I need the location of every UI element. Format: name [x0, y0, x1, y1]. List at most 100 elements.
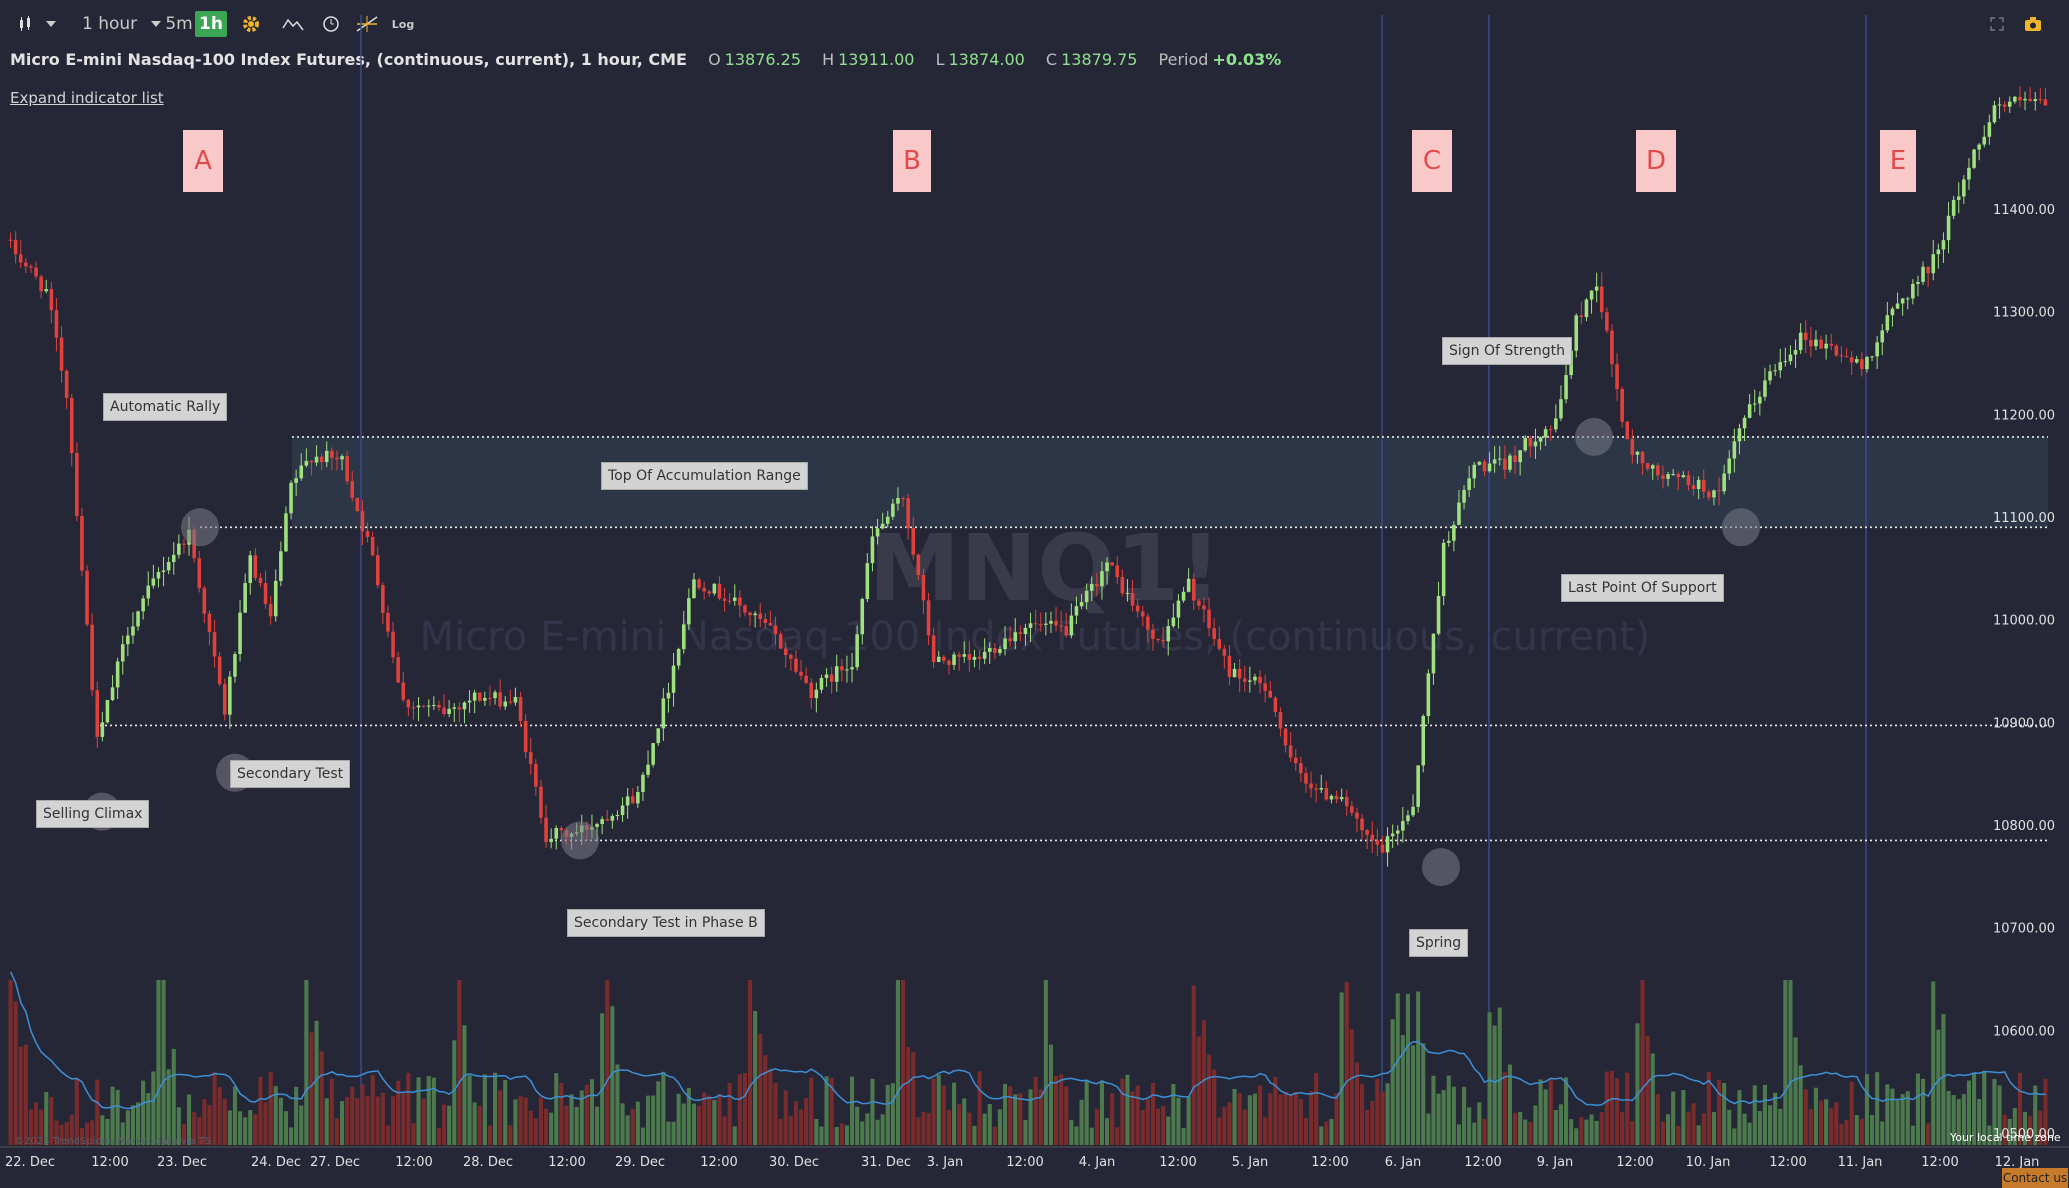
event-marker-circle [1575, 417, 1613, 456]
volume-bar [1717, 1079, 1722, 1145]
volume-bar [1375, 1078, 1380, 1145]
candle-body [1217, 639, 1222, 649]
candle-body [1278, 711, 1283, 729]
candle-body [1390, 833, 1395, 837]
volume-bar [197, 1116, 202, 1145]
candle-body [207, 613, 212, 633]
candle-body [1635, 451, 1640, 455]
candle-body [1543, 429, 1548, 438]
volume-bar [1513, 1112, 1518, 1145]
volume-bar [120, 1122, 125, 1145]
volume-bar [1997, 1085, 2002, 1145]
candle-body [1166, 626, 1171, 642]
candle-body [850, 667, 854, 670]
volume-bar [1252, 1093, 1257, 1145]
camera-icon[interactable] [2018, 11, 2048, 37]
candle-body [646, 764, 650, 775]
volume-bar [95, 1079, 100, 1145]
candle-body [885, 516, 890, 524]
candle-body [1018, 632, 1023, 634]
volume-bars [8, 980, 2048, 1145]
candle-body [1793, 350, 1798, 355]
candle-body [1941, 240, 1946, 250]
volume-bar [1462, 1086, 1467, 1145]
candle-body [1956, 196, 1961, 200]
indicators-icon[interactable] [278, 11, 308, 37]
candle-body [1350, 806, 1354, 813]
expand-indicator-list-link[interactable]: Expand indicator list [10, 89, 164, 107]
volume-bar [681, 1103, 686, 1145]
interval-1h-button[interactable]: 1h [195, 11, 227, 37]
volume-bar [1309, 1091, 1314, 1145]
volume-bar [28, 1109, 33, 1145]
candle-body [1701, 479, 1706, 492]
volume-bar [1314, 1072, 1319, 1145]
volume-bar [1722, 1082, 1727, 1145]
volume-bar [1625, 1072, 1630, 1145]
volume-bar [1824, 1099, 1829, 1145]
candle-body [982, 651, 987, 659]
volume-bar [319, 1051, 324, 1145]
gear-icon[interactable] [236, 11, 266, 37]
candle-body [676, 648, 681, 666]
candle-body [656, 728, 661, 744]
volume-bar [1303, 1117, 1308, 1145]
candle-body [947, 660, 951, 665]
volume-bar [1972, 1073, 1977, 1145]
candle-body [1151, 629, 1155, 639]
contact-us-button[interactable]: Contact us [2002, 1168, 2068, 1188]
candle-body [1768, 371, 1772, 381]
event-marker-circle [181, 508, 219, 547]
candle-body [1472, 464, 1477, 479]
interval-5m-button[interactable]: 5m [165, 14, 193, 34]
volume-bar [217, 1087, 222, 1145]
volume-bar [1094, 1108, 1099, 1145]
candle-body [998, 649, 1002, 653]
volume-bar [1849, 1081, 1854, 1145]
volume-bar [1742, 1113, 1747, 1145]
volume-bar [442, 1104, 447, 1145]
volume-bar [411, 1123, 416, 1145]
fullscreen-icon[interactable] [1982, 11, 2012, 37]
volume-bar [901, 980, 906, 1145]
volume-bar [584, 1084, 589, 1145]
log-scale-button[interactable]: Log [388, 11, 418, 37]
clock-icon[interactable] [316, 11, 346, 37]
candle-body [1028, 623, 1033, 628]
volume-bar [793, 1101, 798, 1145]
volume-bar [171, 1048, 176, 1145]
candle-body [80, 516, 84, 571]
volume-bar [819, 1126, 824, 1145]
candle-body [421, 705, 426, 707]
volume-bar [1456, 1124, 1461, 1145]
candle-body [2038, 99, 2043, 101]
candle-body [799, 671, 803, 676]
phase-label-c: C [1412, 130, 1452, 192]
candle-body [1564, 375, 1568, 400]
low-label: L [935, 50, 945, 69]
candle-body [1431, 633, 1436, 674]
y-tick-label: 11300.00 [1993, 306, 2055, 321]
volume-bar [1043, 980, 1048, 1145]
candle-body [1401, 821, 1405, 831]
volume-bar [258, 1076, 263, 1145]
volume-ma-line [9, 971, 2046, 1110]
x-tick-label: 12:00 [1921, 1155, 1958, 1170]
candle-body [1686, 475, 1691, 486]
candle-body [1344, 796, 1349, 807]
volume-bar [982, 1113, 987, 1145]
candle-body [1334, 795, 1339, 800]
chart-type-dropdown-icon[interactable] [40, 11, 62, 37]
interval-select[interactable]: 1 hour [82, 11, 162, 37]
candle-body [1645, 463, 1650, 469]
volume-bar [1069, 1119, 1074, 1145]
candle-body [819, 677, 824, 690]
volume-bar [69, 1114, 74, 1145]
candle-body [1594, 286, 1599, 291]
volume-bar [569, 1094, 574, 1145]
candle-body [1798, 332, 1803, 351]
candlestick-type-icon[interactable] [10, 11, 40, 37]
candle-body [59, 337, 64, 371]
candle-body [18, 254, 23, 263]
